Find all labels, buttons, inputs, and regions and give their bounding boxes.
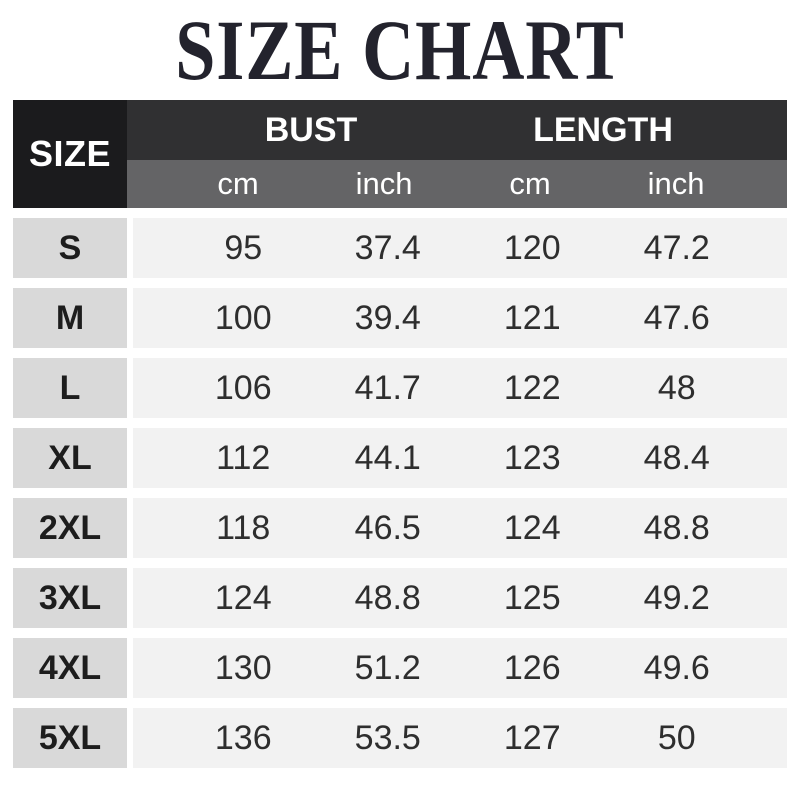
row-values: 130 51.2 126 49.6	[133, 638, 787, 698]
value-length-cm: 121	[503, 298, 561, 337]
row-values: 106 41.7 122 48	[133, 358, 787, 418]
value-bust-cm: 95	[224, 228, 263, 267]
value-length-inch: 47.2	[643, 228, 710, 267]
size-cell: S	[13, 218, 127, 278]
table-row: 2XL 118 46.5 124 48.8	[13, 498, 787, 558]
row-values: 118 46.5 124 48.8	[133, 498, 787, 558]
value-length-cm: 124	[503, 508, 561, 547]
value-bust-inch: 46.5	[354, 508, 421, 547]
column-group-bust: BUST	[264, 110, 358, 149]
size-cell: 4XL	[13, 638, 127, 698]
page-title: SIZE CHART	[175, 2, 625, 98]
value-length-inch: 47.6	[643, 298, 710, 337]
size-cell: XL	[13, 428, 127, 488]
value-bust-cm: 112	[216, 438, 271, 477]
row-values: 112 44.1 123 48.4	[133, 428, 787, 488]
row-values: 100 39.4 121 47.6	[133, 288, 787, 348]
value-length-cm: 123	[503, 438, 561, 477]
value-length-inch: 49.2	[643, 578, 710, 617]
value-bust-inch: 48.8	[354, 578, 421, 617]
size-cell: 5XL	[13, 708, 127, 768]
value-bust-cm: 100	[214, 298, 272, 337]
value-bust-cm: 136	[214, 718, 272, 757]
value-bust-inch: 39.4	[354, 298, 421, 337]
unit-header-row: cm inch cm inch	[127, 160, 787, 208]
value-bust-cm: 124	[214, 578, 272, 617]
size-column-header: SIZE	[13, 100, 127, 208]
value-length-cm: 120	[503, 228, 561, 267]
value-length-inch: 48.8	[643, 508, 710, 547]
value-bust-inch: 53.5	[354, 718, 421, 757]
value-bust-cm: 106	[214, 368, 272, 407]
value-bust-inch: 41.7	[354, 368, 421, 407]
value-bust-inch: 51.2	[354, 648, 421, 687]
table-header: SIZE BUST LENGTH cm inch cm inch	[13, 100, 787, 208]
size-cell: 3XL	[13, 568, 127, 628]
value-length-inch: 48.4	[643, 438, 710, 477]
header-right: BUST LENGTH cm inch cm inch	[127, 100, 787, 208]
unit-header-length-cm: cm	[509, 166, 551, 201]
table-row: 3XL 124 48.8 125 49.2	[13, 568, 787, 628]
value-bust-cm: 130	[214, 648, 272, 687]
column-group-length: LENGTH	[533, 110, 673, 149]
unit-header-bust-inch: inch	[355, 166, 413, 201]
table-row: L 106 41.7 122 48	[13, 358, 787, 418]
unit-header-bust-cm: cm	[217, 166, 259, 201]
row-values: 95 37.4 120 47.2	[133, 218, 787, 278]
value-bust-inch: 37.4	[354, 228, 421, 267]
row-values: 124 48.8 125 49.2	[133, 568, 787, 628]
table-row: M 100 39.4 121 47.6	[13, 288, 787, 348]
value-length-cm: 125	[503, 578, 561, 617]
value-length-cm: 126	[503, 648, 561, 687]
value-length-inch: 48	[657, 368, 696, 407]
row-values: 136 53.5 127 50	[133, 708, 787, 768]
table-row: S 95 37.4 120 47.2	[13, 218, 787, 278]
size-cell: 2XL	[13, 498, 127, 558]
value-bust-inch: 44.1	[354, 438, 421, 477]
value-length-cm: 127	[503, 718, 561, 757]
unit-header-length-inch: inch	[647, 166, 705, 201]
size-cell: L	[13, 358, 127, 418]
value-length-cm: 122	[503, 368, 561, 407]
table-row: 5XL 136 53.5 127 50	[13, 708, 787, 768]
table-row: XL 112 44.1 123 48.4	[13, 428, 787, 488]
column-group-row: BUST LENGTH	[127, 100, 787, 160]
table-row: 4XL 130 51.2 126 49.6	[13, 638, 787, 698]
size-cell: M	[13, 288, 127, 348]
size-chart-table: SIZE BUST LENGTH cm inch cm inch S 95 37…	[13, 100, 787, 768]
value-length-inch: 49.6	[643, 648, 710, 687]
value-bust-cm: 118	[216, 508, 271, 547]
value-length-inch: 50	[657, 718, 696, 757]
